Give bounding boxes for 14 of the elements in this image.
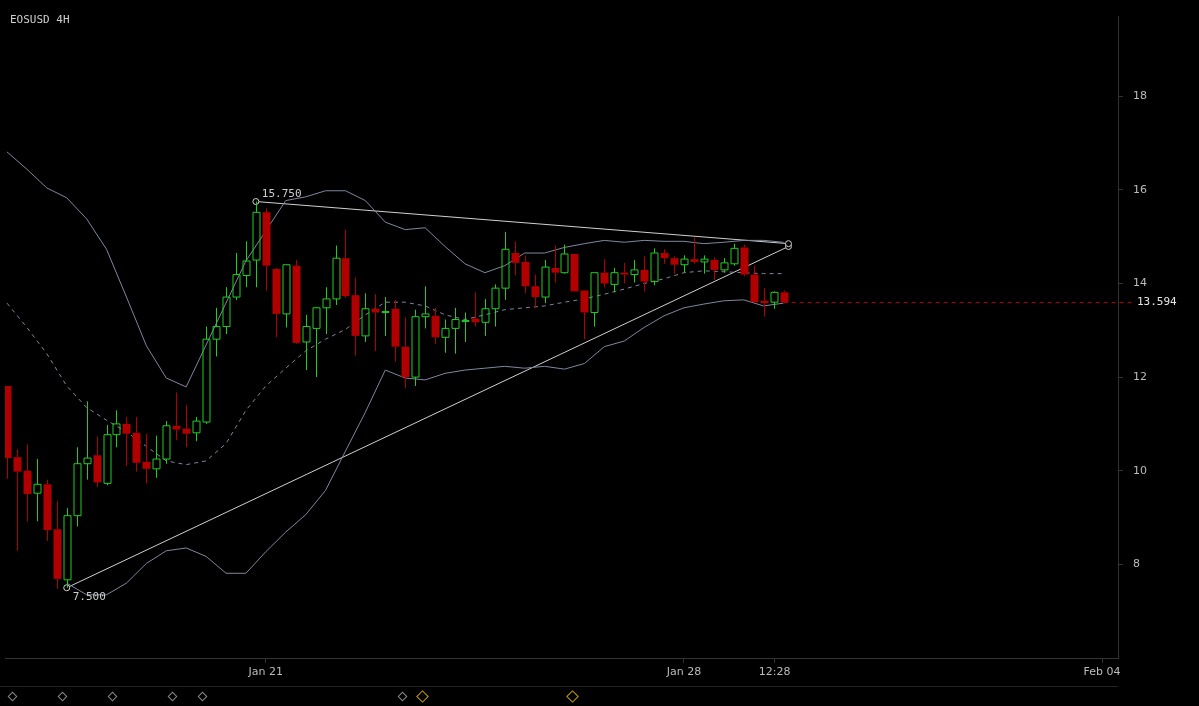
y-tick-label: 10 xyxy=(1133,463,1147,477)
chart-title: EOSUSD 4H xyxy=(10,13,70,26)
y-tick-label: 18 xyxy=(1133,89,1147,103)
y-tick-label: 14 xyxy=(1133,276,1147,290)
annotation: 7.500 xyxy=(72,589,106,603)
ref-line-label: 13.594 xyxy=(1137,295,1178,309)
x-tick-label: 12:28 xyxy=(758,665,791,679)
y-tick-label: 8 xyxy=(1133,557,1140,571)
x-tick-label: Jan 28 xyxy=(665,665,702,679)
y-tick-label: 16 xyxy=(1133,182,1147,196)
annotation: 15.750 xyxy=(261,187,302,201)
x-tick-label: Feb 04 xyxy=(1083,665,1121,679)
x-tick-label: Jan 21 xyxy=(247,665,284,679)
y-tick-label: 12 xyxy=(1133,369,1147,383)
